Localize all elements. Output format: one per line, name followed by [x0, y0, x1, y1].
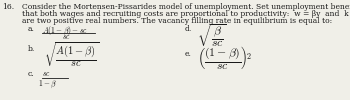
Text: that both wages and recruiting costs are proportional to productivity:  w = βy  : that both wages and recruiting costs are…	[22, 10, 350, 18]
Text: c.: c.	[28, 70, 35, 78]
Text: $sc$: $sc$	[62, 33, 71, 41]
Text: e.: e.	[185, 50, 192, 58]
Text: $sc$: $sc$	[42, 70, 51, 78]
Text: Consider the Mortensen-Pissarides model of unemployment. Set unemployment benefi: Consider the Mortensen-Pissarides model …	[22, 3, 350, 11]
Text: $\sqrt{\dfrac{A(1-\beta)}{sc}}$: $\sqrt{\dfrac{A(1-\beta)}{sc}}$	[44, 41, 99, 70]
Text: are two positive real numbers. The vacancy filling rate in equilibrium is equal : are two positive real numbers. The vacan…	[22, 17, 332, 25]
Text: 16.: 16.	[2, 3, 14, 11]
Text: $\left(\dfrac{(1-\beta)}{sc}\right)^{\!2}$: $\left(\dfrac{(1-\beta)}{sc}\right)^{\!2…	[197, 45, 252, 72]
Text: a.: a.	[28, 25, 35, 33]
Text: b.: b.	[28, 45, 35, 53]
Text: $1-\beta$: $1-\beta$	[38, 79, 57, 90]
Text: $A(1-\beta)-sc$: $A(1-\beta)-sc$	[42, 25, 88, 37]
Text: $\sqrt{\dfrac{\beta}{sc}}$: $\sqrt{\dfrac{\beta}{sc}}$	[197, 22, 226, 49]
Text: d.: d.	[185, 25, 192, 33]
